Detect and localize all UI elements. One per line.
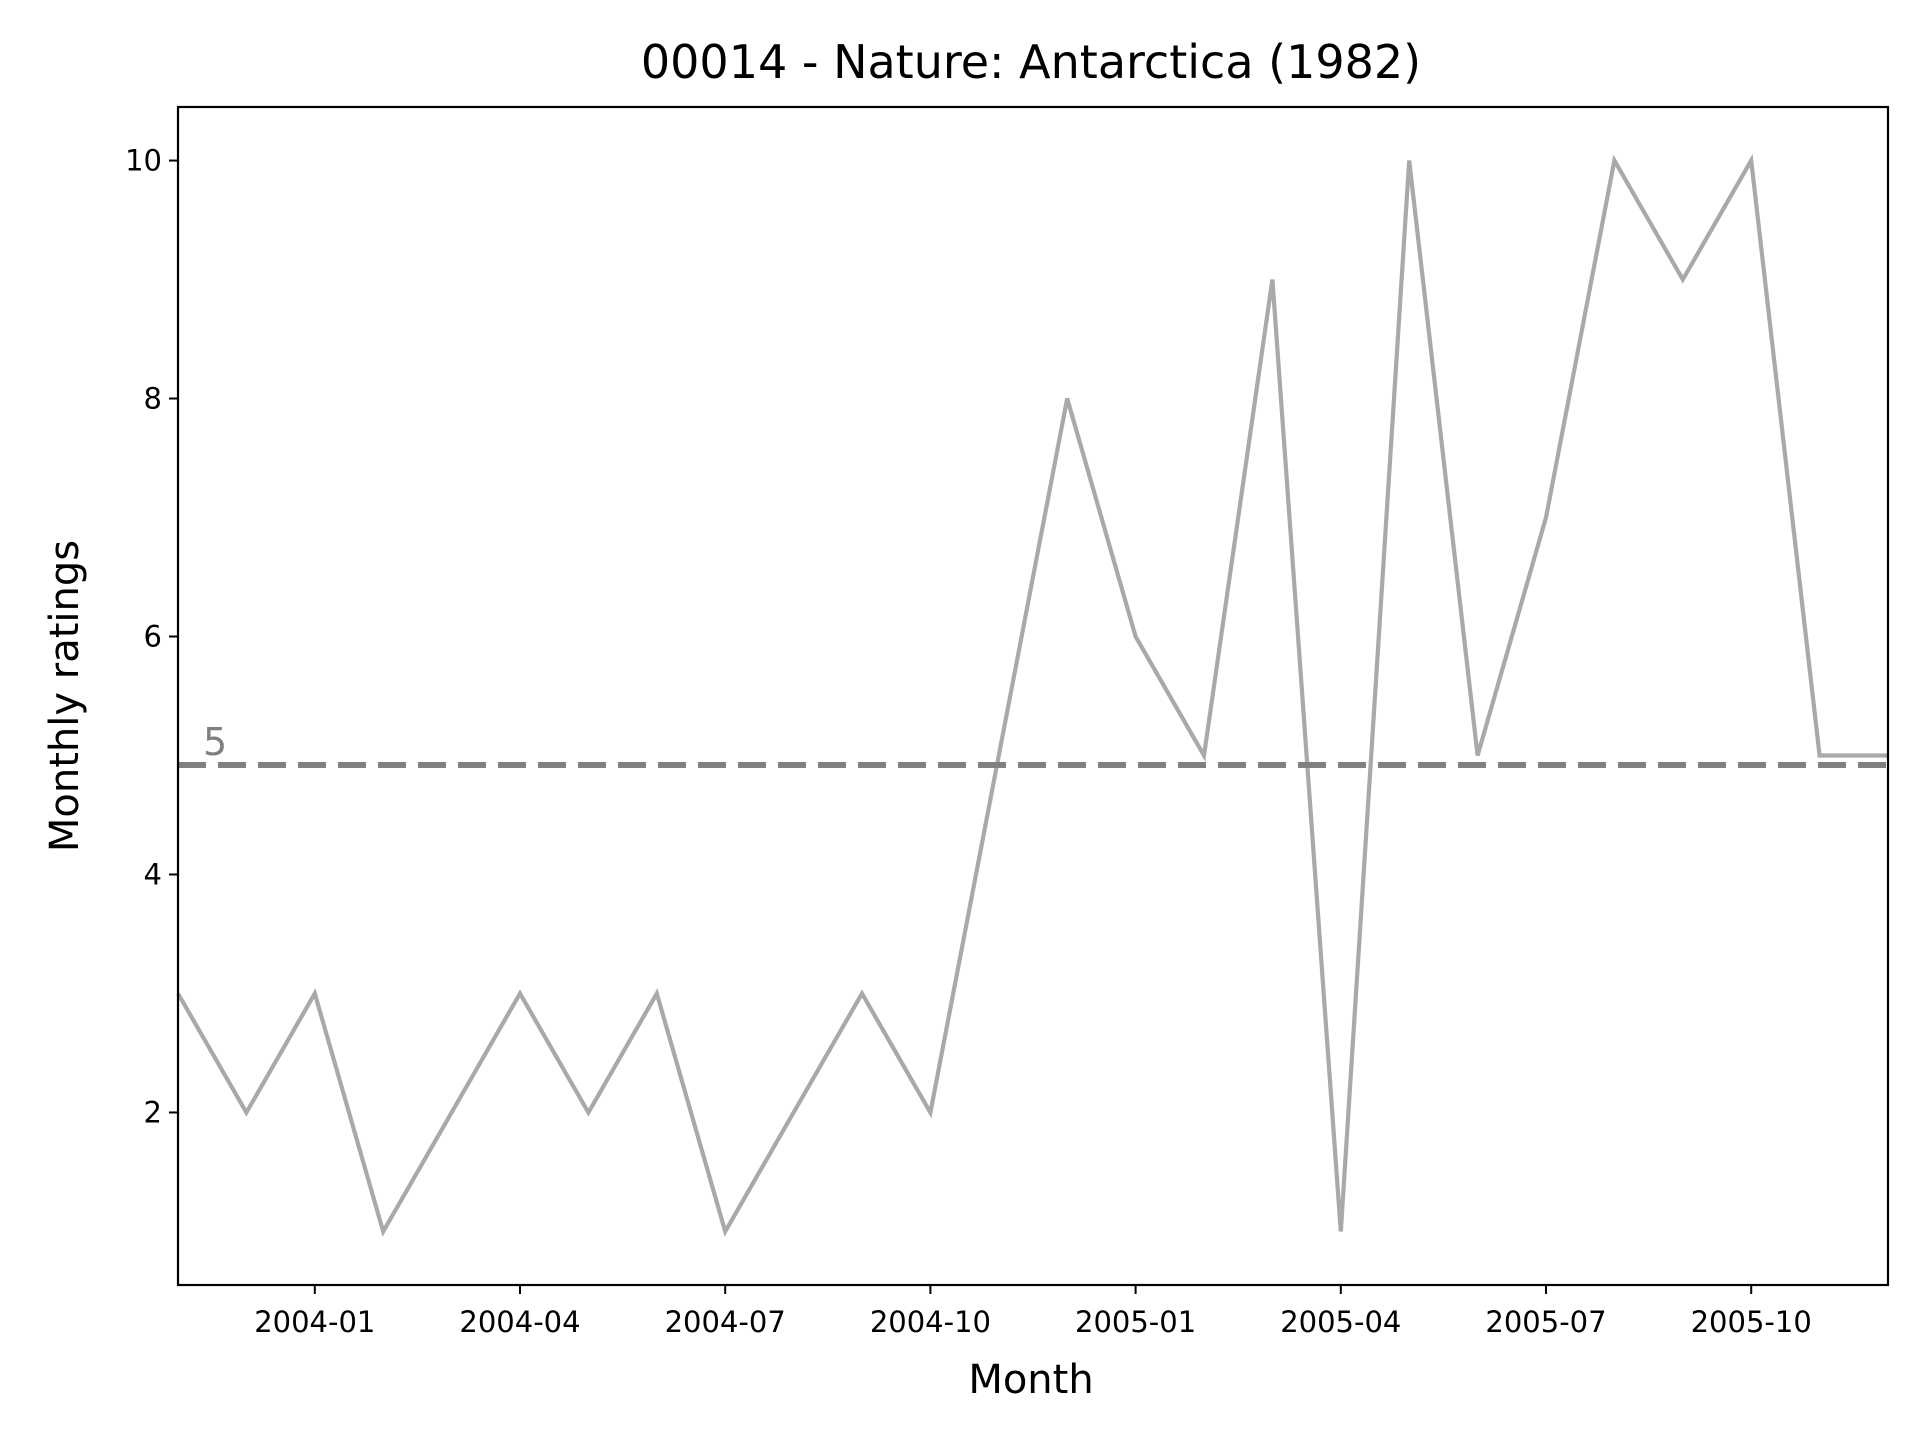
plot-area-frame (176, 105, 1890, 1287)
x-tick-label: 2005-01 (1075, 1305, 1196, 1339)
x-tick-label: 2004-10 (870, 1305, 991, 1339)
y-ticks: 2 4 6 8 10 (125, 144, 178, 1129)
x-tick-label: 2004-07 (665, 1305, 786, 1339)
x-tick-label: 2005-10 (1691, 1305, 1812, 1339)
x-tick-label: 2005-07 (1485, 1305, 1606, 1339)
y-tick-label: 4 (144, 857, 162, 891)
x-tick-label: 2005-04 (1280, 1305, 1401, 1339)
y-axis-label: Monthly ratings (42, 540, 88, 852)
x-axis-label: Month (968, 1357, 1093, 1403)
x-tick-label: 2004-01 (254, 1305, 375, 1339)
x-tick-label: 2004-04 (459, 1305, 580, 1339)
x-ticks: 2004-01 2004-04 2004-07 2004-10 2005-01 2005-… (254, 1285, 1812, 1339)
y-tick-label: 6 (144, 620, 162, 654)
y-tick-label: 2 (144, 1095, 162, 1129)
ratings-series-line (176, 153, 1888, 1237)
reference-line-label: 5 (203, 720, 227, 764)
y-tick-label: 8 (144, 382, 162, 416)
chart-title: 00014 - Nature: Antarctica (1982) (641, 35, 1421, 89)
y-tick-label: 10 (125, 144, 162, 178)
